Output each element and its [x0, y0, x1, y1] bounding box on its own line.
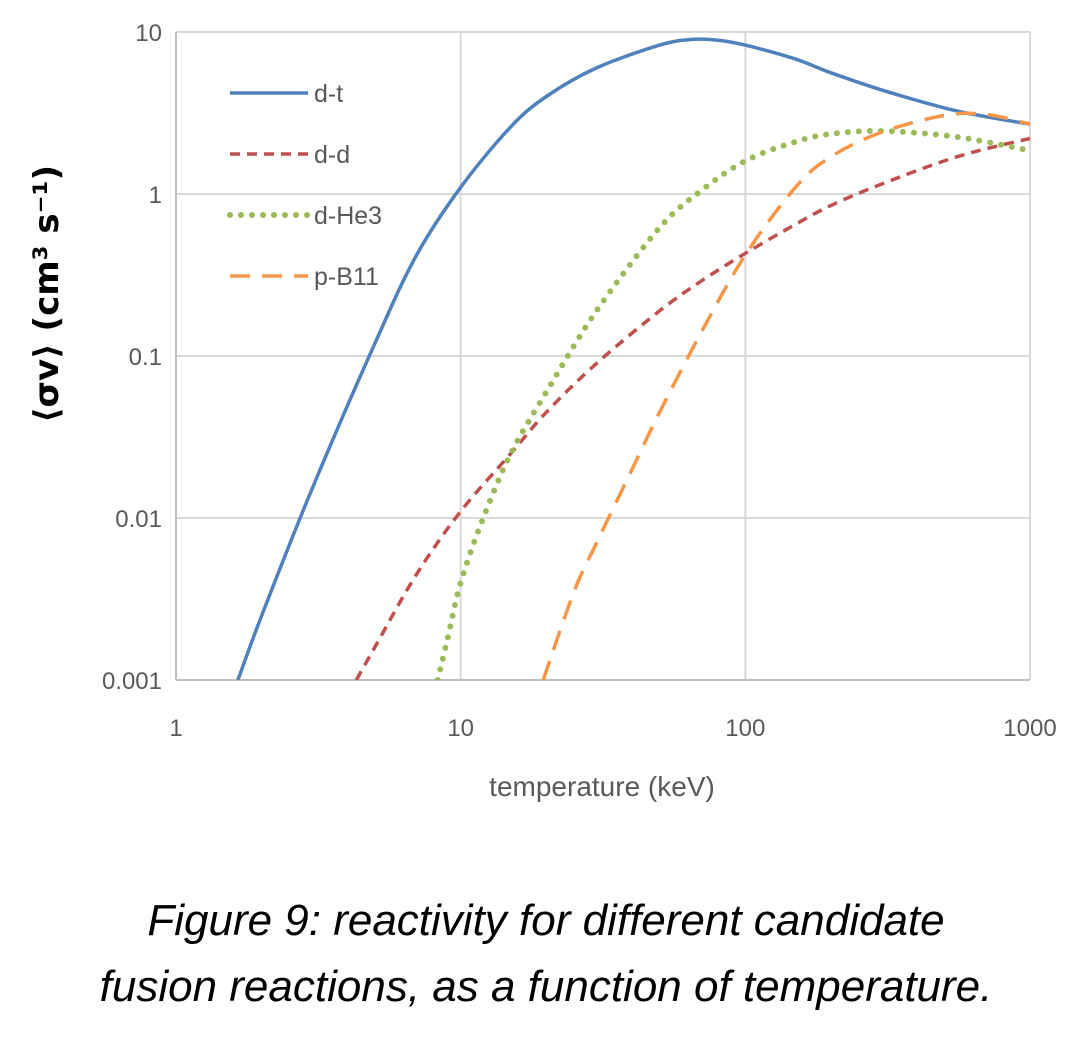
reactivity-chart: 1 10 100 1000 0.001 0.01 0.1 1 10 d-t d-d d-He3 p-B… [27, 20, 1057, 802]
y-tick-label: 0.001 [102, 668, 162, 695]
legend-label-d-t: d-t [314, 80, 343, 108]
caption-line-2: fusion reactions, as a function of tempe… [99, 962, 993, 1011]
x-tick-label: 10 [447, 715, 474, 742]
series-line-d-t [236, 37, 1030, 680]
x-tick-label: 100 [725, 715, 765, 742]
legend-label-d-He3: d-He3 [314, 202, 382, 230]
x-axis-title: temperature (keV) [489, 771, 715, 802]
y-tick-label: 10 [135, 20, 162, 47]
legend: d-t d-d d-He3 p-B11 [227, 80, 382, 291]
series-line-p-B11 [541, 111, 1030, 680]
y-axis-title: ⟨σv⟩ (cm³ s⁻¹) [27, 165, 67, 423]
series-line-d-He3 [434, 127, 1030, 680]
y-tick-label: 1 [149, 182, 162, 209]
series-line-d-d [354, 136, 1030, 680]
y-tick-label: 0.01 [115, 506, 162, 533]
legend-label-p-B11: p-B11 [314, 263, 379, 291]
axes: 1 10 100 1000 0.001 0.01 0.1 1 10 [102, 20, 1057, 742]
x-tick-label: 1 [169, 715, 182, 742]
y-tick-label: 0.1 [129, 344, 162, 371]
figure-caption: Figure 9: reactivity for different candi… [0, 888, 1092, 1020]
legend-label-d-d: d-d [314, 141, 350, 169]
series-group [236, 37, 1030, 680]
caption-line-1: Figure 9: reactivity for different candi… [147, 896, 945, 945]
x-tick-label: 1000 [1003, 715, 1056, 742]
